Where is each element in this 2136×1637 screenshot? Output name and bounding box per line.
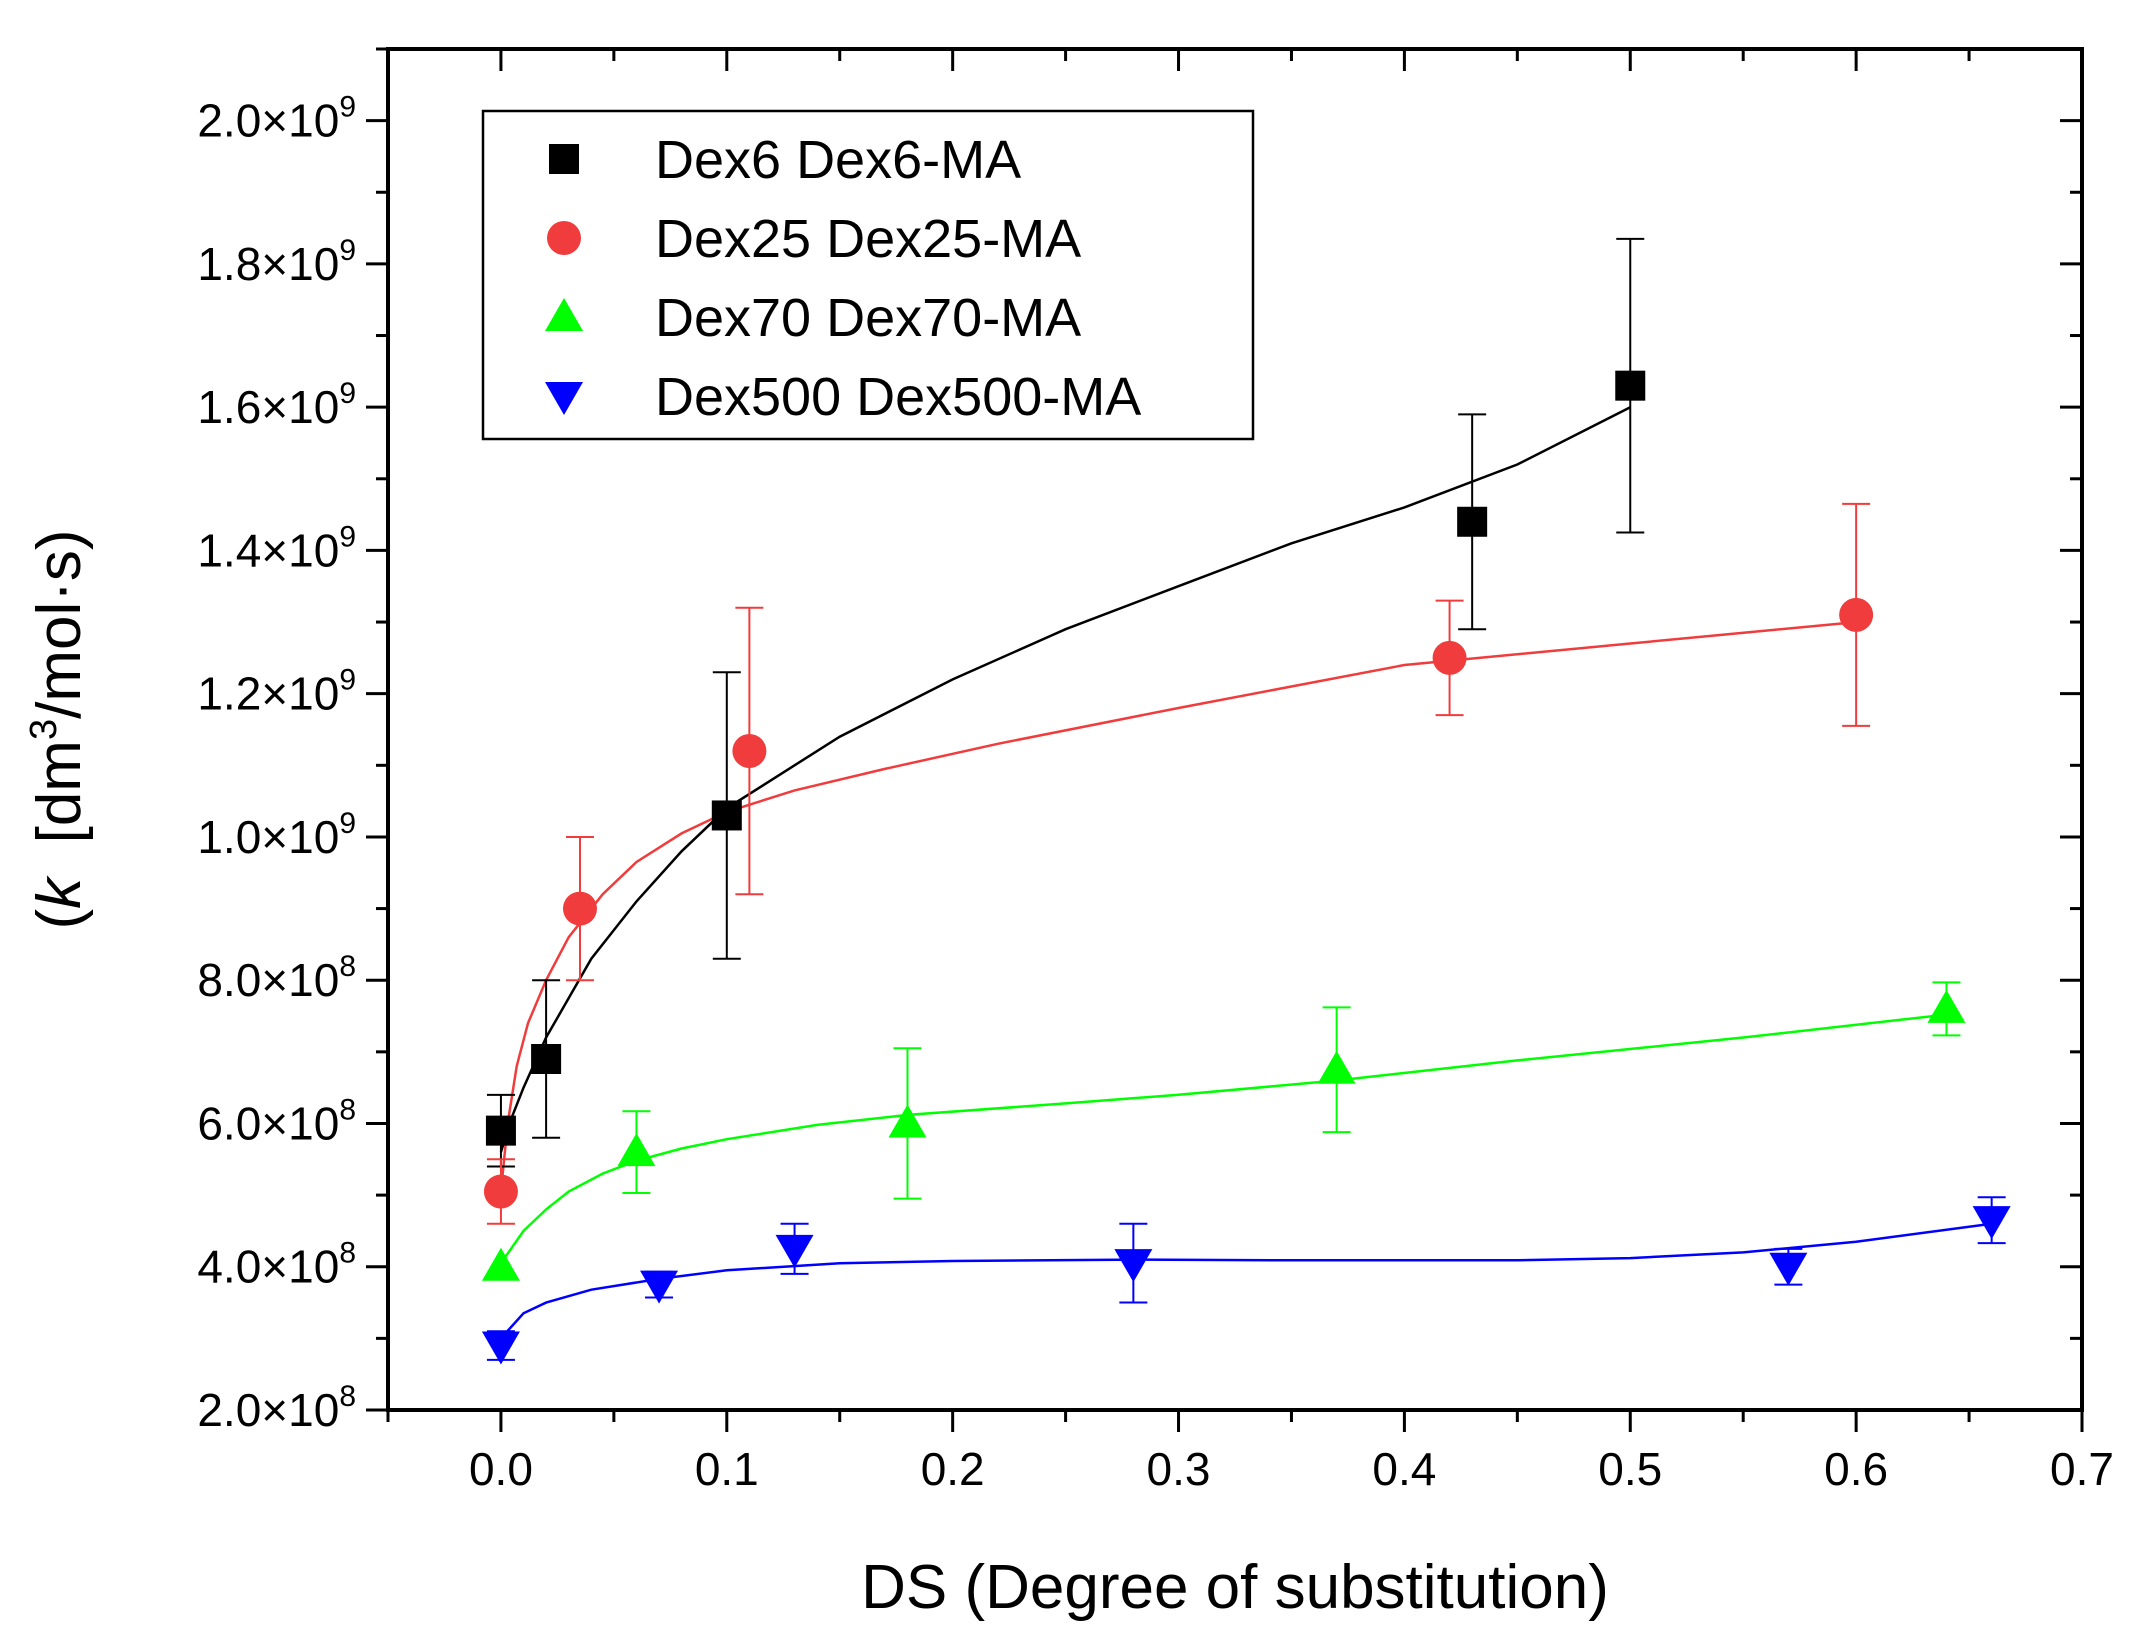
data-point [1927,989,1966,1023]
legend-label: Dex70 Dex70-MA [655,288,1081,348]
x-axis-title: DS (Degree of substitution) [861,1553,1609,1622]
fit-curve-series-2 [499,620,1857,1192]
legend-box [481,109,1255,441]
legend-marker [545,382,583,415]
data-point [617,1133,656,1167]
y-tick-mantissa: 4.0×10 [197,1241,339,1293]
axis-ticks: 0.0 0.1 0.2 0.3 0.4 0.5 0.6 0.72.0×1084.0×1086.… [197,47,2114,1495]
plot-area-frame [386,47,2084,1412]
data-point [1839,597,1874,632]
y-tick-exponent: 8 [339,1380,356,1413]
y-tick-exponent: 8 [339,1093,356,1126]
y-tick-label: 2.0×109 [197,91,356,147]
x-tick-label: 0.7 [2050,1443,2114,1495]
data-point [481,1247,520,1281]
y-tick-exponent: 9 [339,91,356,124]
data-point [485,1115,516,1146]
data-point [640,1270,679,1304]
y-tick-exponent: 9 [339,807,356,840]
y-tick-mantissa: 6.0×10 [197,1097,339,1149]
data-point [1457,506,1488,537]
data-point [1769,1252,1808,1286]
y-tick-label: 1.8×109 [197,234,356,290]
y-tick-label: 2.0×108 [197,1380,356,1436]
data-point [711,800,742,831]
x-tick-label: 0.4 [1372,1443,1436,1495]
y-tick-label: 8.0×108 [197,950,356,1006]
y-tick-exponent: 9 [339,234,356,267]
y-tick-mantissa: 2.0×10 [197,95,339,147]
y-tick-label: 1.6×109 [197,377,356,433]
data-point [1615,370,1646,401]
data-point [888,1104,927,1138]
y-tick-exponent: 8 [339,1237,356,1270]
data-point [1972,1206,2011,1240]
legend-marker [549,144,579,174]
legend-label: Dex500 Dex500-MA [655,367,1141,427]
data-point [481,1331,520,1365]
y-tick-exponent: 9 [339,664,356,697]
fit-curve-series-4 [499,1222,1992,1340]
x-tick-label: 0.3 [1147,1443,1211,1495]
y-tick-mantissa: 2.0×10 [197,1384,339,1436]
y-axis-title-space [25,843,94,877]
y-axis-title-unit: [dm [25,740,94,843]
data-point [1317,1050,1356,1084]
data-point [531,1044,562,1075]
fit-curve-series-3 [499,1013,1947,1264]
y-tick-label: 1.4×109 [197,520,356,576]
data-point [562,891,597,926]
y-tick-exponent: 9 [339,520,356,553]
y-tick-mantissa: 1.6×10 [197,381,339,433]
y-axis-title-unit-end: /mol·s) [25,529,94,718]
data-point [1114,1249,1153,1283]
y-axis-title-k: k [25,875,94,909]
y-tick-mantissa: 8.0×10 [197,954,339,1006]
legend-label: Dex6 Dex6-MA [655,130,1021,190]
y-axis-title-unit-sup: 3 [23,719,65,740]
x-tick-label: 0.0 [469,1443,533,1495]
y-tick-label: 4.0×108 [197,1237,356,1293]
y-tick-mantissa: 1.2×10 [197,668,339,720]
y-tick-mantissa: 1.0×10 [197,811,339,863]
legend-label: Dex25 Dex25-MA [655,209,1081,269]
y-tick-mantissa: 1.8×10 [197,238,339,290]
y-tick-exponent: 9 [339,377,356,410]
y-tick-label: 1.2×109 [197,664,356,720]
legend-marker [545,298,583,331]
y-axis-title: (k [dm3/mol·s) [23,529,94,929]
legend-entry: Dex70 Dex70-MA [545,288,1081,348]
y-tick-exponent: 8 [339,950,356,983]
data-point [775,1234,814,1268]
legend-entry: Dex25 Dex25-MA [547,209,1081,269]
x-tick-label: 0.1 [695,1443,759,1495]
data-markers [481,370,2011,1365]
y-tick-label: 6.0×108 [197,1093,356,1149]
data-point [732,733,767,768]
legend-entry: Dex500 Dex500-MA [545,367,1141,427]
legend-marker [547,221,581,255]
y-axis-title-prefix: ( [25,909,94,930]
x-tick-label: 0.2 [921,1443,985,1495]
legend: Dex6 Dex6-MA Dex25 Dex25-MA Dex70 Dex70-MA… [481,109,1255,441]
data-point [483,1174,518,1209]
y-tick-mantissa: 1.4×10 [197,524,339,576]
x-tick-label: 0.5 [1598,1443,1662,1495]
x-tick-label: 0.6 [1824,1443,1888,1495]
data-point [1432,640,1467,675]
legend-entry: Dex6 Dex6-MA [549,130,1021,190]
fit-curves [499,406,1992,1340]
y-tick-label: 1.0×109 [197,807,356,863]
